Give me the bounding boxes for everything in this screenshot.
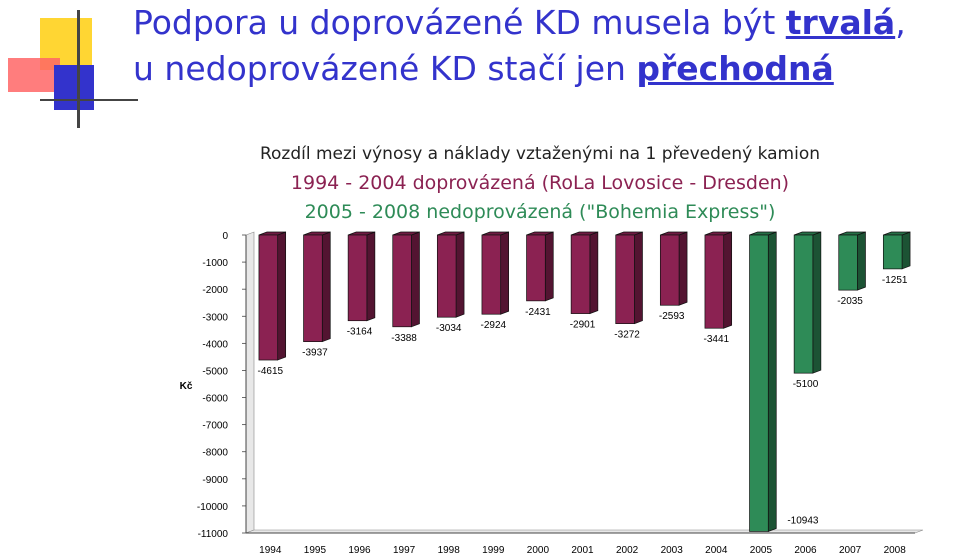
x-tick-label: 2007 [839, 545, 862, 556]
bar-side [678, 231, 688, 306]
data-label-2005: -10943 [787, 515, 819, 526]
bar-2000 [526, 234, 546, 302]
y-tick-label: 0 [222, 231, 228, 242]
axis-wall [245, 231, 255, 534]
bar-1997 [392, 234, 412, 328]
bar-side [589, 231, 599, 315]
data-label-1994: -4615 [258, 366, 284, 377]
data-label-2006: -5100 [793, 379, 819, 390]
bar-side [767, 231, 777, 532]
data-label-1997: -3388 [391, 333, 417, 344]
bar-side [544, 231, 554, 302]
title-emphasis-trvala: trvalá [785, 3, 896, 42]
x-tick-label: 2008 [884, 545, 907, 556]
decor-blue-square [54, 65, 94, 110]
chart-title: Rozdíl mezi výnosy a náklady vztaženými … [259, 144, 821, 164]
bar-2008 [882, 234, 903, 270]
bar-2005 [749, 234, 769, 532]
x-tick-label: 2003 [661, 545, 684, 556]
bar-side [723, 231, 733, 329]
bar-side [277, 231, 287, 361]
bar-2007 [838, 234, 858, 291]
bar-1999 [481, 234, 502, 315]
bar-side [321, 231, 331, 343]
decor-horizontal-line [40, 99, 138, 101]
bar-2002 [615, 234, 635, 324]
y-tick-label: -2000 [202, 285, 228, 296]
x-tick-label: 2001 [571, 545, 594, 556]
data-label-1995: -3937 [302, 348, 328, 359]
title-line1: Podpora u doprovázené KD musela být [133, 3, 786, 42]
y-tick-label: -10000 [197, 502, 229, 513]
x-tick-label: 1996 [348, 545, 371, 556]
y-tick-label: -4000 [202, 339, 228, 350]
bar-2006 [793, 234, 814, 374]
y-tick-label: -8000 [202, 448, 228, 459]
bar-1996 [347, 234, 368, 322]
data-label-1996: -3164 [347, 327, 373, 338]
y-tick-label: -7000 [202, 421, 228, 432]
y-tick-label: -9000 [202, 475, 228, 486]
data-label-2001: -2901 [570, 320, 596, 331]
bar-side [634, 231, 643, 325]
bar-side [500, 231, 510, 315]
y-tick-label: -11000 [198, 529, 229, 540]
x-tick-label: 2000 [527, 545, 550, 556]
y-tick-label: -5000 [202, 366, 228, 377]
x-tick-label: 1995 [304, 545, 327, 556]
chart-subtitle-accompanied: 1994 - 2004 doprovázená (RoLa Lovosice -… [290, 172, 790, 194]
bar-2003 [659, 234, 680, 306]
decor-red-square [8, 58, 60, 92]
y-tick-label: -1000 [202, 258, 228, 269]
bar-side [411, 231, 420, 328]
slide-title: Podpora u doprovázené KD musela být trva… [133, 0, 953, 92]
x-tick-label: 2005 [750, 545, 773, 556]
title-line1-end: , [895, 3, 906, 42]
bar-side [901, 231, 911, 270]
y-axis-label: Kč [180, 381, 193, 392]
data-label-2000: -2431 [525, 307, 551, 318]
chart-subtitle-unaccompanied: 2005 - 2008 nedoprovázená ("Bohemia Expr… [304, 201, 776, 223]
bar-side [812, 231, 822, 374]
x-tick-label: 2006 [794, 545, 817, 556]
data-label-1999: -2924 [481, 320, 507, 331]
data-label-2003: -2593 [659, 311, 685, 322]
x-tick-label: 2004 [705, 545, 728, 556]
bar-2004 [704, 234, 725, 329]
data-label-1998: -3034 [436, 323, 462, 334]
x-tick-label: 1994 [259, 545, 282, 556]
bar-side [857, 231, 866, 291]
data-label-2004: -3441 [704, 334, 730, 345]
chart-heading: Rozdíl mezi výnosy a náklady vztaženými … [230, 140, 850, 227]
bar-1995 [303, 234, 323, 343]
title-emphasis-prechodna: přechodná [636, 49, 834, 88]
decor-vertical-line [77, 10, 80, 128]
bar-side [455, 231, 465, 318]
bar-1998 [436, 234, 457, 318]
plot-area: 0 -1000 -2000 -3000 -4000 -5000 -6000 -7000 -800… [197, 231, 924, 556]
y-tick-label: -3000 [202, 312, 228, 323]
data-label-2002: -3272 [614, 330, 640, 341]
y-tick-label: -6000 [202, 394, 228, 405]
x-tick-label: 1998 [438, 545, 461, 556]
bar-2001 [570, 234, 591, 314]
x-tick-label: 1999 [482, 545, 505, 556]
title-line2: u nedoprovázené KD stačí jen [133, 49, 637, 88]
data-label-2007: -2035 [837, 296, 863, 307]
x-tick-label: 2002 [616, 545, 639, 556]
bar-1994 [258, 234, 279, 361]
x-tick-label: 1997 [393, 545, 416, 556]
bar-side [366, 231, 376, 322]
data-label-2008: -1251 [882, 275, 908, 286]
